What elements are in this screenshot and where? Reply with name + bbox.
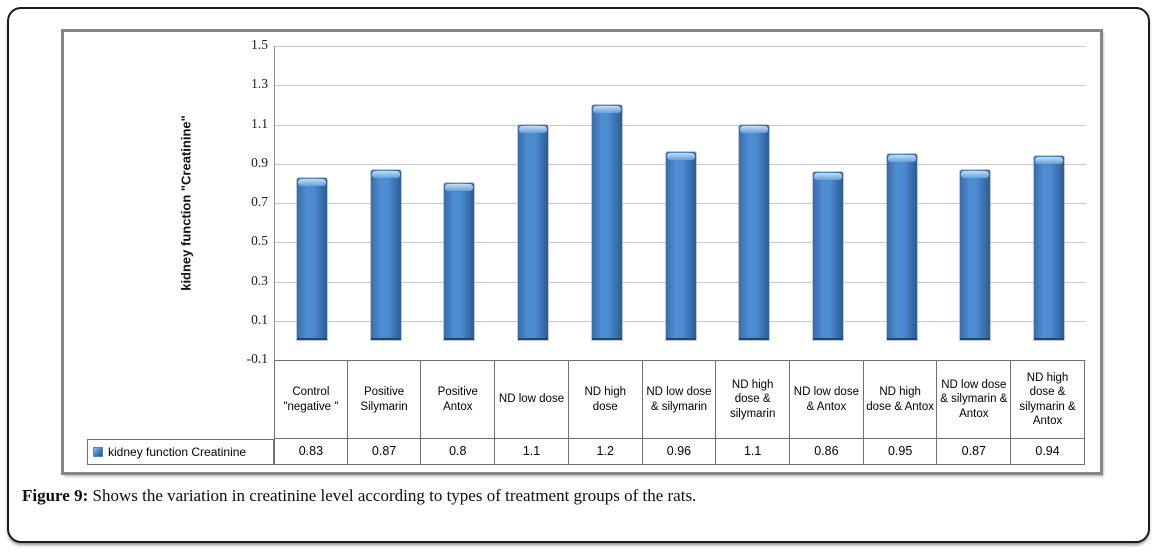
bar <box>812 171 843 341</box>
table-category-header: ND high dose & silymarin & Antox <box>1011 360 1085 439</box>
bar <box>739 124 770 341</box>
bar-chart: kidney function "Creatinine" 1.5 1.3 1.1 0.… <box>61 29 1103 475</box>
table-value-cell: 0.94 <box>1011 439 1085 465</box>
bar <box>960 169 991 341</box>
table-value-cell: 1.2 <box>568 439 643 465</box>
table-value-cell: 0.96 <box>642 439 717 465</box>
bar <box>886 154 917 341</box>
gridline <box>275 124 1086 126</box>
y-axis-tick-label: 1.1 <box>251 115 268 131</box>
table-category-header: ND high dose & silymarin <box>716 360 791 439</box>
bar <box>370 169 401 341</box>
y-axis-title: kidney function "Creatinine" <box>178 115 194 291</box>
gridline <box>275 46 1086 47</box>
y-axis-tick-label: 1.3 <box>251 76 268 92</box>
bar <box>518 124 549 341</box>
legend-cell: kidney function Creatinine <box>87 439 274 465</box>
table-category-header: ND low dose <box>495 360 569 439</box>
table-value-cell: 0.95 <box>863 439 938 465</box>
table-category-header: ND high dose & Antox <box>863 360 938 439</box>
table-value-cell: 0.8 <box>421 439 496 465</box>
figure-caption: Figure 9: Shows the variation in creatin… <box>22 486 1082 506</box>
table-category-header: ND high dose <box>568 360 643 439</box>
y-axis-tick-label: 0.1 <box>251 311 268 327</box>
y-axis-tick-label: 1.5 <box>251 37 268 52</box>
table-category-header: ND low dose & silymarin & Antox <box>937 360 1012 439</box>
bar <box>591 104 622 341</box>
bar <box>665 152 696 341</box>
table-category-header: Positive Silymarin <box>347 360 422 439</box>
bar <box>444 183 475 341</box>
figure-panel: kidney function "Creatinine" 1.5 1.3 1.1 0.… <box>7 7 1150 543</box>
y-axis-tick-label: -0.1 <box>246 351 268 366</box>
chart-data-table: Control "negative " Positive Silymarin Pos… <box>87 360 1085 465</box>
table-category-header: Positive Antox <box>421 360 496 439</box>
table-category-header: Control "negative " <box>274 360 348 439</box>
table-category-header: ND low dose & silymarin <box>642 360 717 439</box>
figure-caption-label: Figure 9: <box>22 486 89 505</box>
table-value-cell: 0.87 <box>937 439 1012 465</box>
bar <box>296 177 327 341</box>
gridline <box>275 85 1086 87</box>
table-corner-empty <box>87 360 274 439</box>
y-axis-tick-label: 0.7 <box>251 194 268 209</box>
series-name: kidney function Creatinine <box>108 444 247 459</box>
bar <box>1034 155 1065 341</box>
table-value-cell: 0.83 <box>274 439 348 465</box>
figure-caption-text: Shows the variation in creatinine level … <box>88 486 697 505</box>
plot-area <box>274 46 1086 361</box>
y-axis-tick-label: 0.5 <box>251 233 268 249</box>
table-value-cell: 1.1 <box>716 439 791 465</box>
table-value-cell: 1.1 <box>495 439 569 465</box>
table-category-header: ND low dose & Antox <box>790 360 864 439</box>
y-axis-tick-label: 0.3 <box>251 272 268 288</box>
table-value-cell: 0.86 <box>790 439 864 465</box>
y-axis-tick-label: 0.9 <box>251 154 268 170</box>
series-marker-icon <box>93 447 103 457</box>
table-value-cell: 0.87 <box>347 439 422 465</box>
